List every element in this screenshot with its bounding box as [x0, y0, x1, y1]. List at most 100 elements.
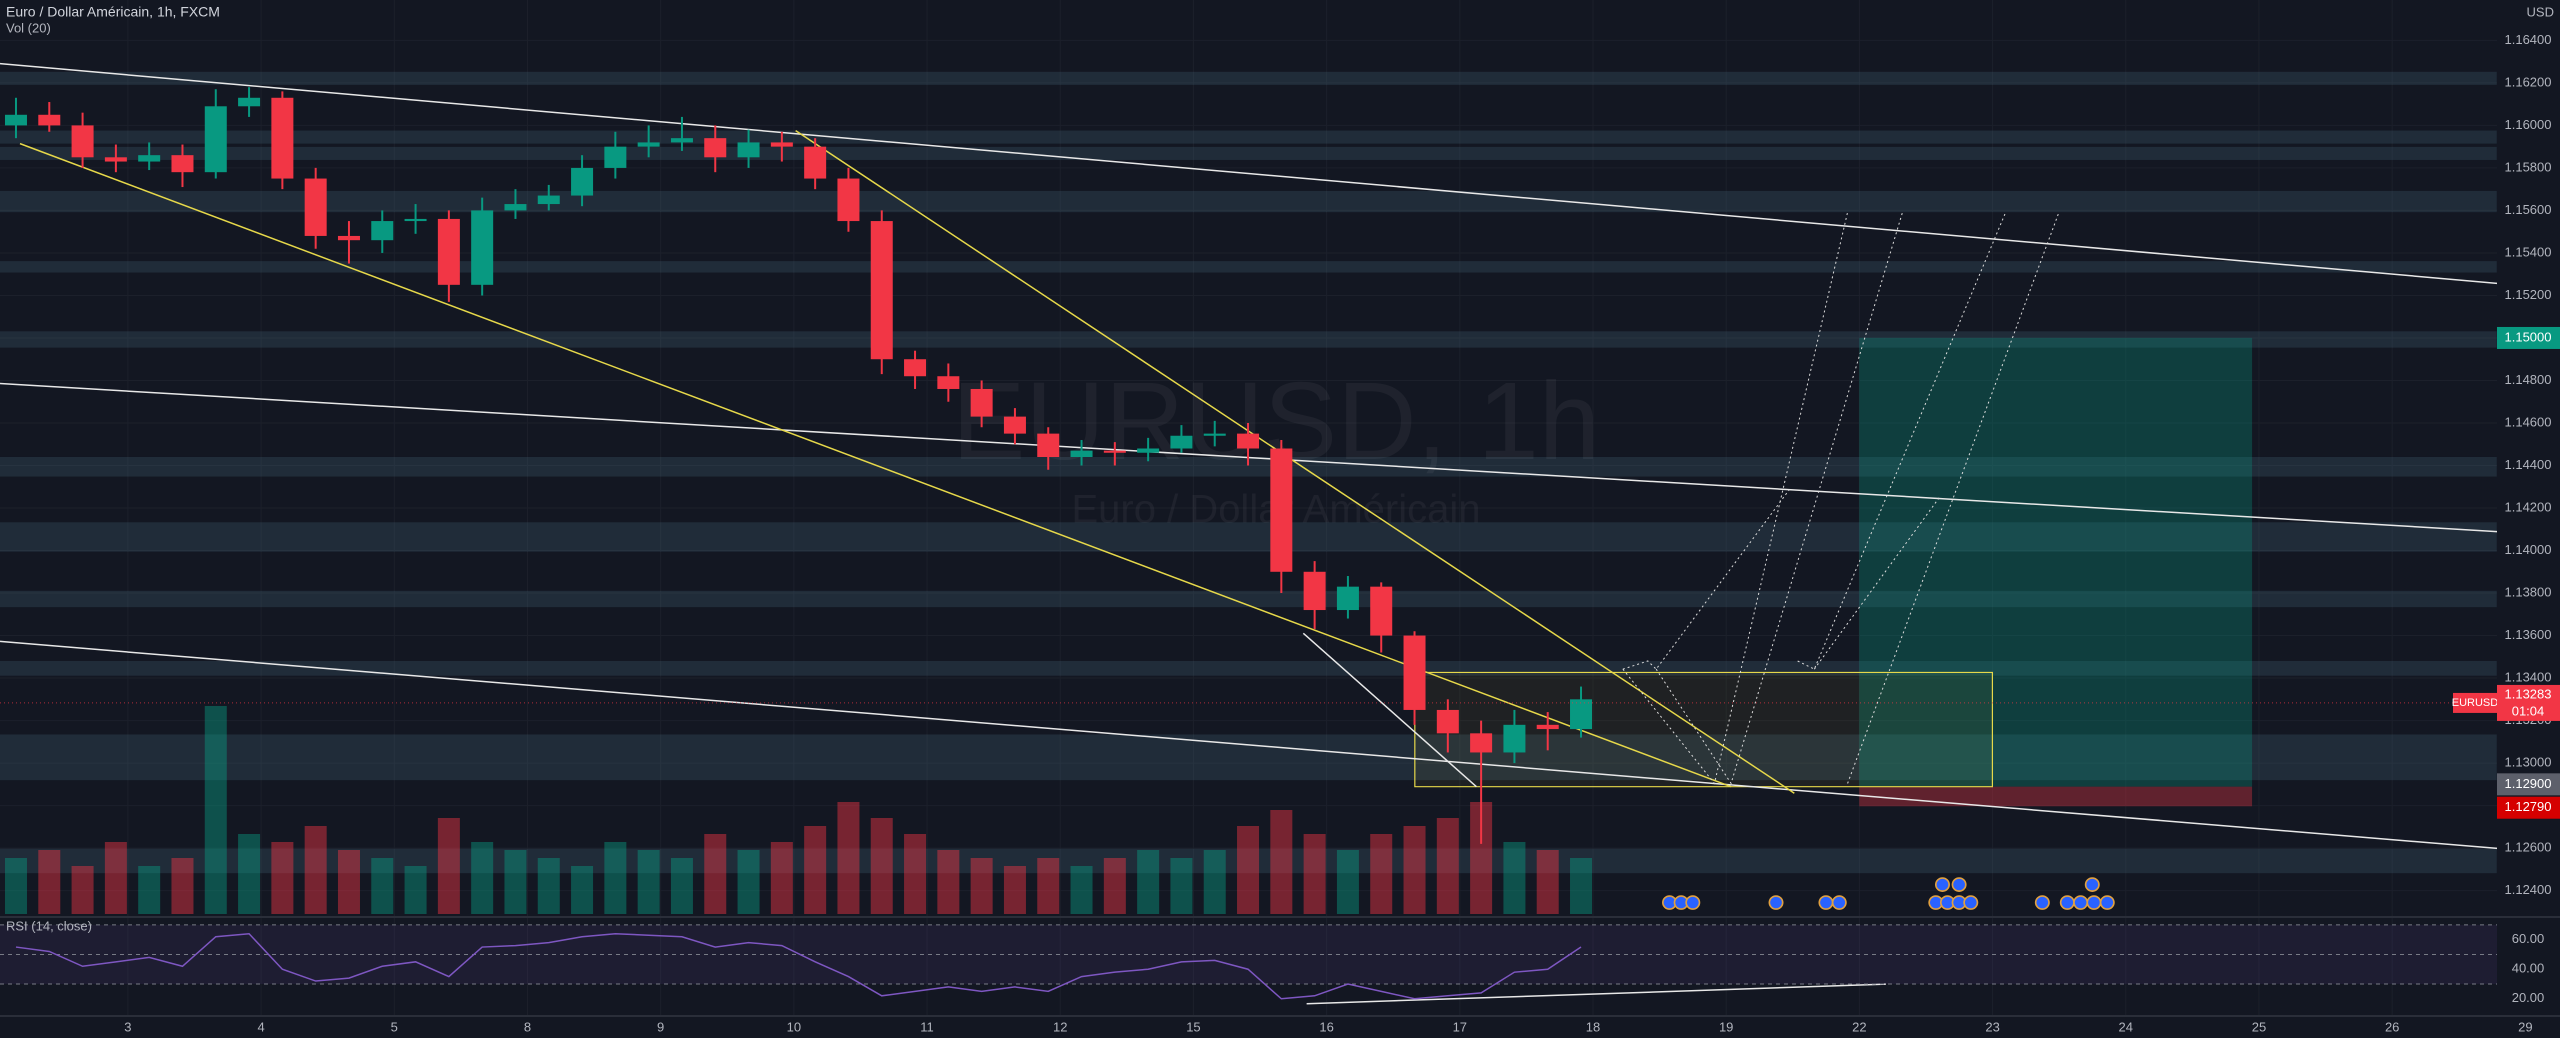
volume-bar — [38, 850, 61, 914]
stop-zone — [1859, 786, 2253, 807]
y-tick-label: 1.15200 — [2505, 287, 2552, 302]
candle-body — [1203, 433, 1226, 436]
y-tick-label: 1.15400 — [2505, 244, 2552, 259]
target-zone — [1859, 337, 2253, 787]
volume-bar — [670, 858, 693, 914]
candle-body — [404, 218, 427, 222]
candle-body — [1237, 433, 1260, 449]
price-tag-label: 1.12790 — [2505, 799, 2552, 814]
volume-bar — [138, 866, 161, 914]
y-tick-label: 1.16000 — [2505, 117, 2552, 132]
candle-body — [1436, 709, 1459, 734]
candle-body — [637, 142, 660, 147]
volume-bar — [204, 706, 227, 914]
candle-body — [471, 210, 494, 285]
symbol-tag-bg — [2453, 692, 2497, 713]
candle-body — [1336, 586, 1359, 611]
candle-body — [4, 114, 27, 126]
volume-label: Vol (20) — [6, 20, 51, 35]
volume-bar — [837, 802, 860, 914]
x-tick-label: 18 — [1586, 1019, 1600, 1034]
y-tick-label: 1.12600 — [2505, 840, 2552, 855]
symbol-tag-label: EURUSD — [2452, 697, 2499, 709]
candle-body — [1370, 586, 1393, 636]
candle-body — [571, 167, 594, 196]
volume-bar — [1137, 850, 1160, 914]
y-tick-label: 1.13600 — [2505, 627, 2552, 642]
y-tick-label: 1.12400 — [2505, 882, 2552, 897]
volume-bar — [337, 850, 360, 914]
volume-bar — [1070, 866, 1093, 914]
price-axis — [2497, 0, 2560, 1015]
candle-body — [937, 376, 960, 389]
range-box — [1415, 672, 1993, 786]
candle-body — [1070, 450, 1093, 457]
volume-bar — [571, 866, 594, 914]
rsi-line — [15, 932, 1582, 1000]
candle-body — [238, 97, 261, 107]
volume-bar — [804, 826, 827, 914]
candle-body — [1470, 733, 1493, 753]
volume-bar — [604, 842, 627, 914]
x-tick-label: 4 — [257, 1019, 264, 1034]
volume-bar — [1270, 810, 1293, 914]
candle-body — [804, 146, 827, 179]
candle-body — [704, 138, 727, 158]
price-tag — [2497, 326, 2560, 349]
candle-body — [1403, 635, 1426, 710]
rsi-label: RSI (14, close) — [6, 918, 92, 933]
y-tick-label: 1.14400 — [2505, 457, 2552, 472]
candle-body — [204, 106, 227, 173]
volume-bar — [1403, 826, 1426, 914]
y-tick-label: 1.13800 — [2505, 584, 2552, 599]
rsi-tick-label: 40.00 — [2512, 961, 2545, 976]
candle-body — [1503, 724, 1526, 753]
volume-bar — [1303, 834, 1326, 914]
x-tick-label: 26 — [2385, 1019, 2399, 1034]
volume-bar — [1370, 834, 1393, 914]
candle-body — [1103, 450, 1126, 453]
candle-body — [71, 125, 94, 158]
x-tick-label: 16 — [1319, 1019, 1333, 1034]
price-tag-label: 1.12900 — [2505, 776, 2552, 791]
candle-body — [970, 388, 993, 417]
marks — [0, 87, 2497, 1000]
volume-bar — [404, 866, 427, 914]
candle-body — [670, 138, 693, 143]
x-tick-label: 15 — [1186, 1019, 1200, 1034]
volume-bar — [371, 858, 394, 914]
volume-bar — [970, 858, 993, 914]
candle-body — [104, 157, 127, 162]
candle-body — [537, 195, 560, 205]
rsi-tick-label: 60.00 — [2512, 931, 2545, 946]
event-icons — [1662, 877, 2115, 910]
y-tick-label: 1.16400 — [2505, 32, 2552, 47]
volume-bar — [870, 818, 893, 914]
candle-body — [1137, 448, 1160, 453]
projection-arrows — [1623, 212, 2059, 783]
last-price-tag — [2497, 684, 2560, 721]
candle-body — [737, 142, 760, 158]
volume-bar — [1503, 842, 1526, 914]
volume-bar — [471, 842, 494, 914]
y-tick-label: 1.13000 — [2505, 755, 2552, 770]
currency: USD — [2527, 4, 2554, 19]
candle-body — [504, 204, 527, 211]
x-tick-label: 5 — [391, 1019, 398, 1034]
candle-body — [304, 178, 327, 236]
volume-bar — [737, 850, 760, 914]
x-tick-label: 24 — [2119, 1019, 2133, 1034]
x-tick-label: 22 — [1852, 1019, 1866, 1034]
volume-bar — [1170, 858, 1193, 914]
volume-bar — [1336, 850, 1359, 914]
x-tick-label: 3 — [124, 1019, 131, 1034]
x-tick-label: 11 — [920, 1019, 934, 1034]
volume-bar — [1203, 850, 1226, 914]
volume-bar — [1237, 826, 1260, 914]
volume-bar — [171, 858, 194, 914]
volume-bar — [1037, 858, 1060, 914]
candle-body — [1270, 448, 1293, 572]
volume-bar — [537, 858, 560, 914]
